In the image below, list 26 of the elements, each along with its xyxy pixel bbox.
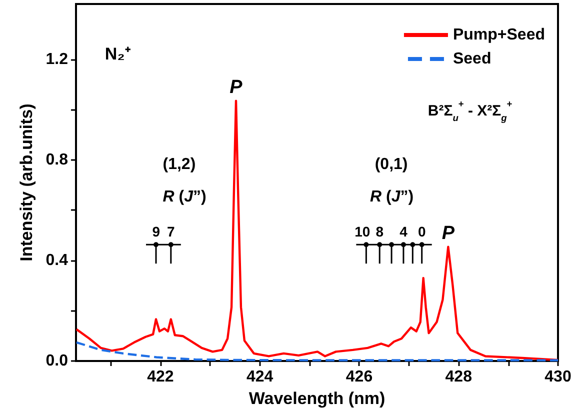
annotation: (0,1) bbox=[374, 156, 408, 174]
y-tick-label: 1.2 bbox=[46, 50, 68, 68]
annotation: 0 bbox=[418, 224, 426, 240]
annotation: 8 bbox=[376, 224, 384, 240]
x-axis-title: Wavelength (nm) bbox=[248, 388, 386, 408]
annotation: N₂⁺ bbox=[104, 44, 131, 64]
y-tick-label: 0.0 bbox=[46, 352, 68, 370]
annotation: R (J”) bbox=[370, 188, 414, 206]
x-tick-label: 426 bbox=[346, 368, 373, 386]
annotation: 9 bbox=[152, 224, 160, 240]
legend-label: Pump+Seed bbox=[452, 26, 545, 44]
annotation: P bbox=[442, 222, 455, 244]
x-tick-label: 422 bbox=[147, 368, 174, 386]
annotation: 10 bbox=[354, 224, 370, 240]
legend-label: Seed bbox=[452, 50, 492, 68]
y-tick-label: 0.8 bbox=[46, 151, 68, 168]
annotation: 7 bbox=[167, 224, 176, 240]
annotation: 4 bbox=[400, 224, 408, 240]
y-tick-label: 0.4 bbox=[46, 252, 68, 269]
annotation: R (J”) bbox=[162, 188, 206, 206]
x-tick-label: 428 bbox=[445, 368, 472, 386]
x-tick-label: 430 bbox=[544, 368, 572, 386]
annotation: (1,2) bbox=[162, 156, 196, 174]
x-tick-label: 424 bbox=[246, 368, 274, 386]
y-axis-title: Intensity (arb.units) bbox=[16, 104, 36, 262]
annotation: P bbox=[230, 76, 243, 98]
